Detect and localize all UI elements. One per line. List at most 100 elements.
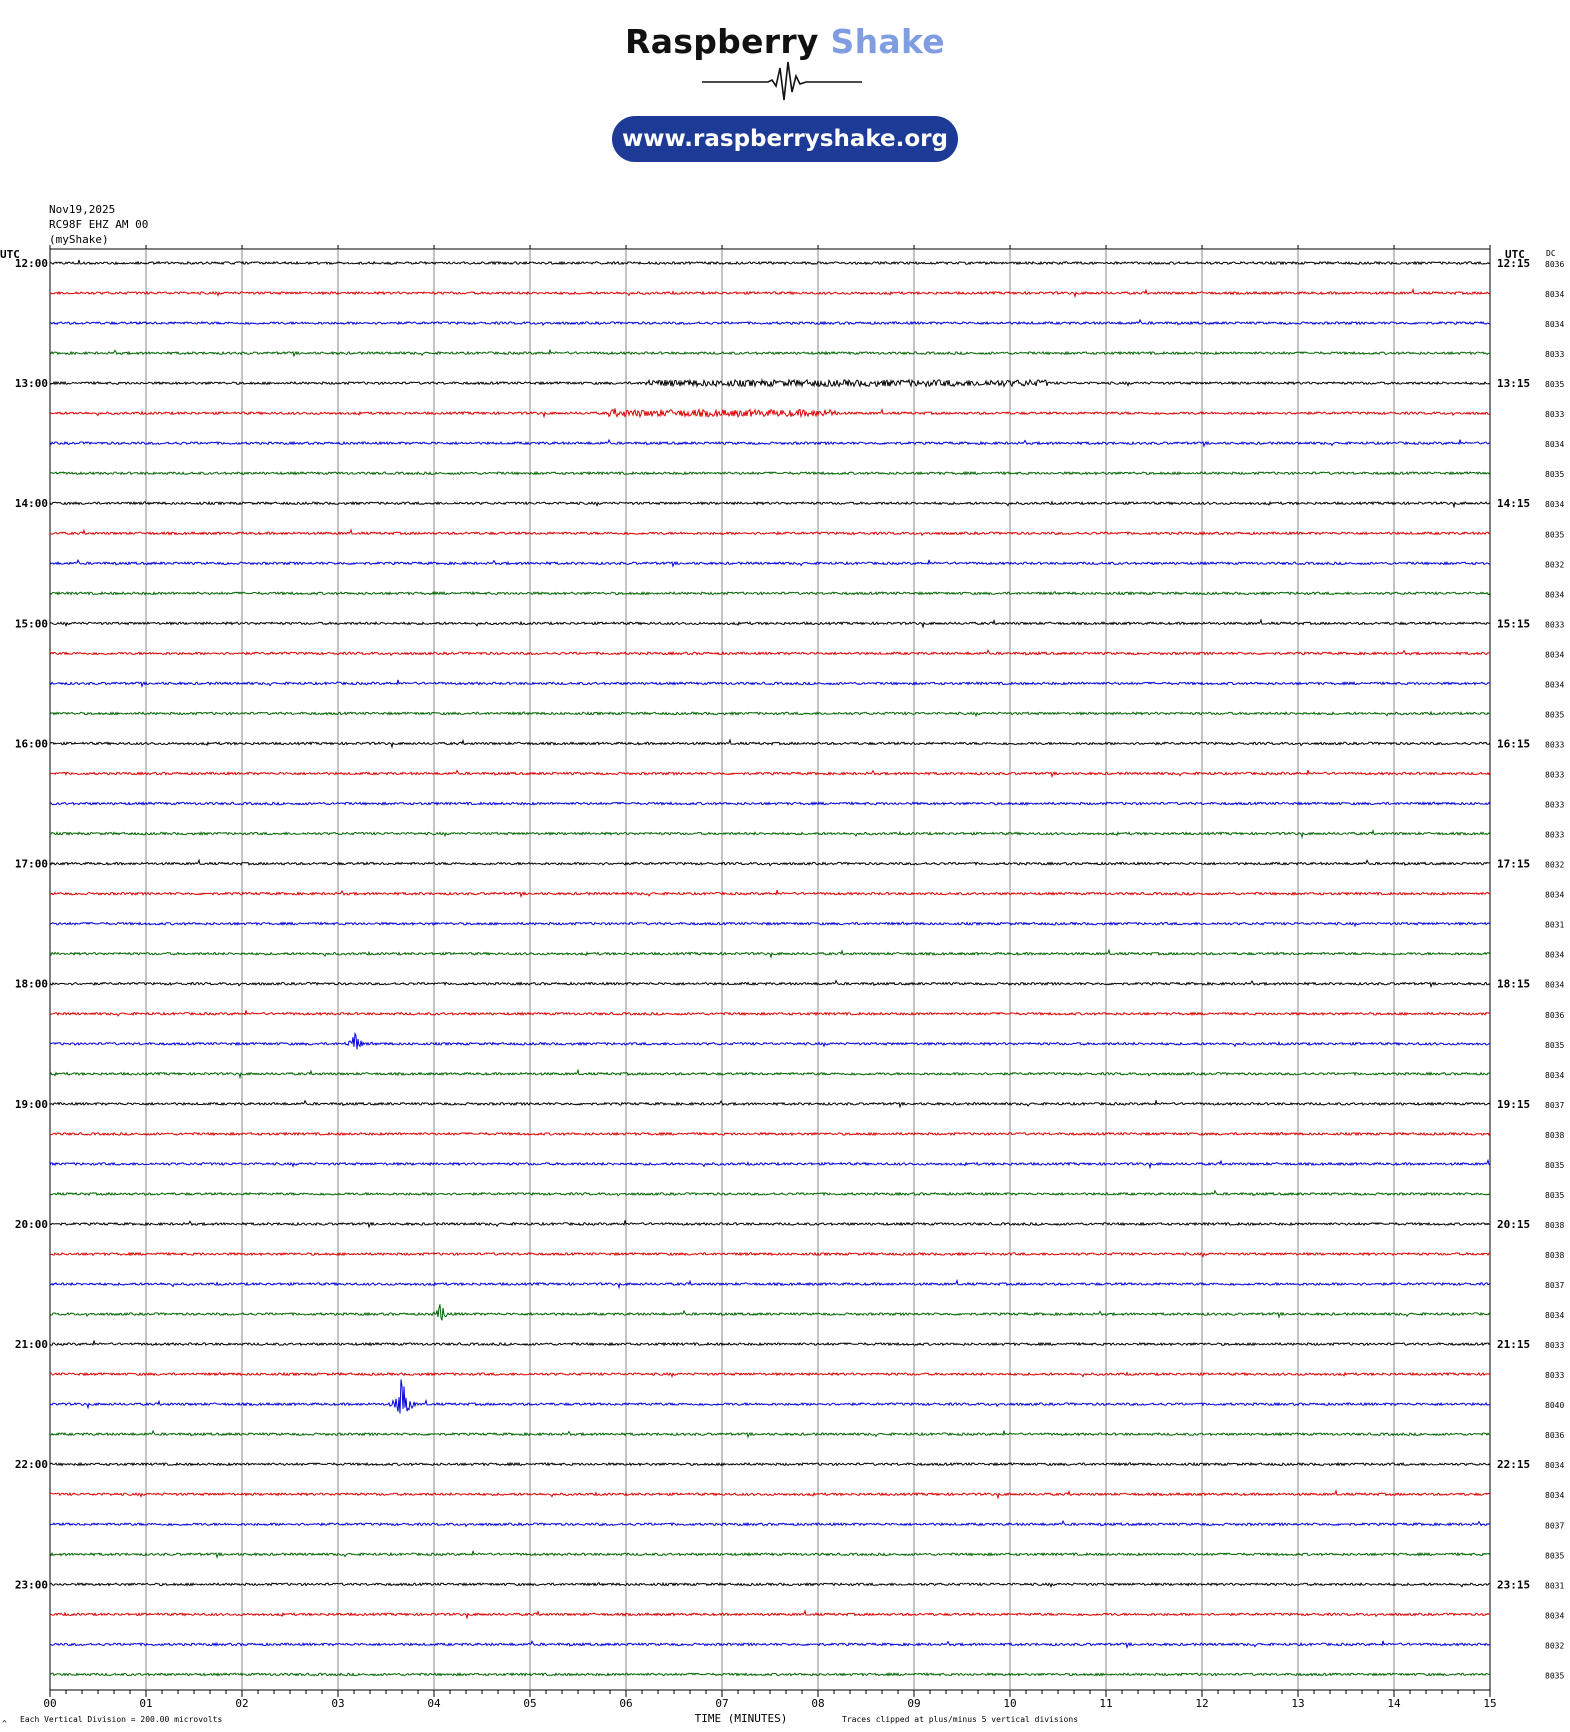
x-tick-label: 07 [715, 1697, 728, 1710]
plot-date: Nov19,2025 [49, 203, 116, 216]
row-time-right: 22:15 [1497, 1458, 1530, 1471]
x-tick-label: 00 [43, 1697, 56, 1710]
x-tick-label: 09 [907, 1697, 920, 1710]
brand-name-part1: Raspberry [625, 22, 819, 61]
row-time-left: 22:00 [15, 1458, 48, 1471]
clip-note: Traces clipped at plus/minus 5 vertical … [842, 1715, 1078, 1724]
row-time-right: 21:15 [1497, 1338, 1530, 1351]
row-time-right: 19:15 [1497, 1098, 1530, 1111]
x-tick-label: 13 [1291, 1697, 1304, 1710]
row-time-left: 21:00 [15, 1338, 48, 1351]
x-tick-label: 01 [139, 1697, 152, 1710]
trace-row [49, 438, 1491, 448]
row-time-right: 18:15 [1497, 978, 1530, 991]
x-tick-label: 10 [1003, 1697, 1016, 1710]
x-tick-label: 15 [1483, 1697, 1496, 1710]
trace-row [49, 858, 1490, 867]
trace-row [49, 829, 1491, 840]
seismic-wave-icon [702, 61, 862, 101]
row-dc-value: 8034 [1545, 1461, 1564, 1470]
row-time-left: 17:00 [15, 858, 48, 871]
trace-row [49, 648, 1491, 657]
trace-row [49, 1609, 1491, 1620]
trace-row [49, 1304, 1491, 1321]
trace-row [49, 1379, 1490, 1414]
trace-row [49, 1220, 1491, 1229]
row-dc-value: 8038 [1545, 1221, 1564, 1230]
trace-row [49, 500, 1491, 509]
trace-row [49, 318, 1491, 326]
row-time-right: 13:15 [1497, 377, 1530, 390]
trace-row [49, 1550, 1491, 1559]
x-tick-label: 14 [1387, 1697, 1401, 1710]
trace-row [49, 378, 1491, 389]
row-time-left: 16:00 [15, 737, 48, 750]
row-dc-value: 8034 [1545, 951, 1564, 960]
row-dc-value: 8034 [1545, 650, 1564, 659]
brand-name-part2: Shake [830, 22, 945, 61]
row-dc-value: 8037 [1545, 1521, 1564, 1530]
row-dc-value: 8034 [1545, 500, 1564, 509]
row-time-left: 18:00 [15, 978, 48, 991]
x-tick-label: 03 [331, 1697, 344, 1710]
trace-row [49, 1099, 1491, 1109]
x-tick-label: 12 [1195, 1697, 1208, 1710]
trace-row [49, 1158, 1491, 1170]
x-tick-label: 05 [523, 1697, 536, 1710]
row-dc-value: 8037 [1545, 1101, 1564, 1110]
row-dc-value: 8035 [1545, 1191, 1564, 1200]
row-time-left: 19:00 [15, 1098, 48, 1111]
row-dc-value: 8033 [1545, 771, 1564, 780]
row-dc-value: 8033 [1545, 1371, 1564, 1380]
row-time-right: 17:15 [1497, 858, 1530, 871]
row-dc-value: 8034 [1545, 290, 1564, 299]
website-link[interactable]: www.raspberryshake.org [612, 116, 958, 162]
trace-row [49, 590, 1491, 596]
trace-row [49, 1131, 1491, 1137]
trace-row [49, 889, 1491, 899]
row-time-left: 12:00 [15, 257, 48, 270]
row-dc-value: 8033 [1545, 620, 1564, 629]
row-dc-value: 8038 [1545, 1131, 1564, 1140]
trace-row [49, 287, 1491, 299]
row-dc-value: 8038 [1545, 1251, 1564, 1260]
row-dc-value: 8033 [1545, 801, 1564, 810]
trace-row [49, 1581, 1491, 1589]
row-dc-value: 8034 [1545, 680, 1564, 689]
x-tick-label: 08 [811, 1697, 824, 1710]
row-time-left: 14:00 [15, 497, 48, 510]
trace-row [49, 470, 1491, 476]
left-axis-label: UTC [0, 248, 20, 261]
trace-row [49, 1488, 1491, 1500]
corner-mark: ^ [2, 1719, 7, 1728]
trace-row [49, 1429, 1491, 1439]
scale-note: Each Vertical Division = 200.00 microvol… [20, 1715, 222, 1724]
trace-row [49, 528, 1491, 537]
row-dc-value: 8035 [1545, 710, 1564, 719]
trace-row [49, 979, 1491, 989]
data-source: (myShake) [49, 233, 109, 246]
x-tick-label: 04 [427, 1697, 441, 1710]
row-dc-value: 8034 [1545, 891, 1564, 900]
trace-row [49, 1340, 1491, 1347]
row-dc-value: 8034 [1545, 981, 1564, 990]
trace-row [49, 738, 1491, 749]
trace-row [49, 1519, 1491, 1528]
row-dc-value: 8036 [1545, 260, 1564, 269]
row-time-right: 16:15 [1497, 737, 1530, 750]
row-time-left: 15:00 [15, 617, 48, 630]
row-dc-value: 8034 [1545, 1491, 1564, 1500]
row-time-right: 23:15 [1497, 1578, 1530, 1591]
x-axis-label: TIME (MINUTES) [695, 1712, 788, 1725]
row-dc-value: 8034 [1545, 1071, 1564, 1080]
station-id: RC98F EHZ AM 00 [49, 218, 149, 231]
row-dc-value: 8036 [1545, 1011, 1564, 1020]
row-dc-value: 8033 [1545, 350, 1564, 359]
x-tick-label: 11 [1099, 1697, 1112, 1710]
trace-row [49, 1461, 1491, 1467]
dc-label: DC [1546, 249, 1556, 258]
row-dc-value: 8034 [1545, 590, 1564, 599]
x-tick-label: 02 [235, 1697, 248, 1710]
row-dc-value: 8035 [1545, 1161, 1564, 1170]
row-time-left: 20:00 [15, 1218, 48, 1231]
